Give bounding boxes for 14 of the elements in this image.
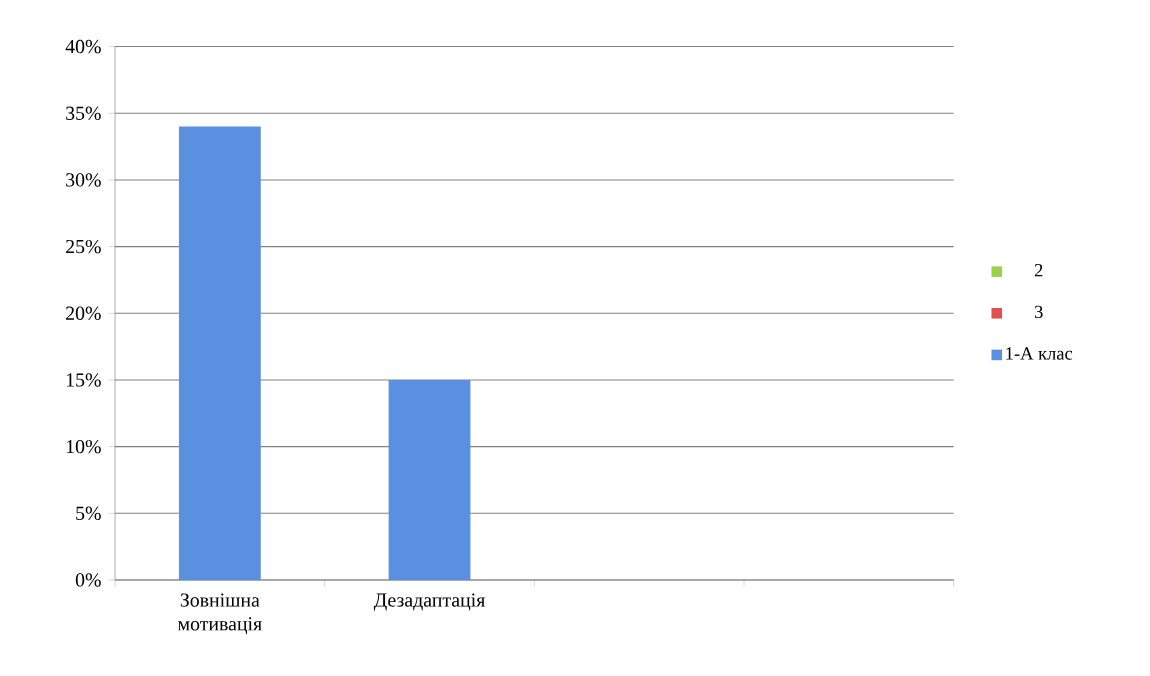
legend-label: 1-А клас [1006, 347, 1073, 360]
legend-label: 3 [1034, 305, 1043, 319]
legend-label: 2 [1034, 263, 1043, 277]
y-tick-label: 5% [76, 506, 101, 520]
y-tick-label: 15% [66, 373, 101, 387]
y-tick-label: 10% [66, 439, 101, 454]
y-tick-label: 40% [65, 39, 101, 54]
y-tick-label: 30% [66, 173, 101, 187]
y-tick-label: 35% [66, 106, 101, 120]
y-tick-label: 20% [66, 306, 101, 320]
x-tick-label: Дезадаптація [373, 593, 485, 611]
y-tick-label: 25% [66, 239, 101, 254]
y-tick-label: 0% [75, 573, 101, 587]
x-tick-label: Зовнішна мотивація [178, 593, 262, 635]
